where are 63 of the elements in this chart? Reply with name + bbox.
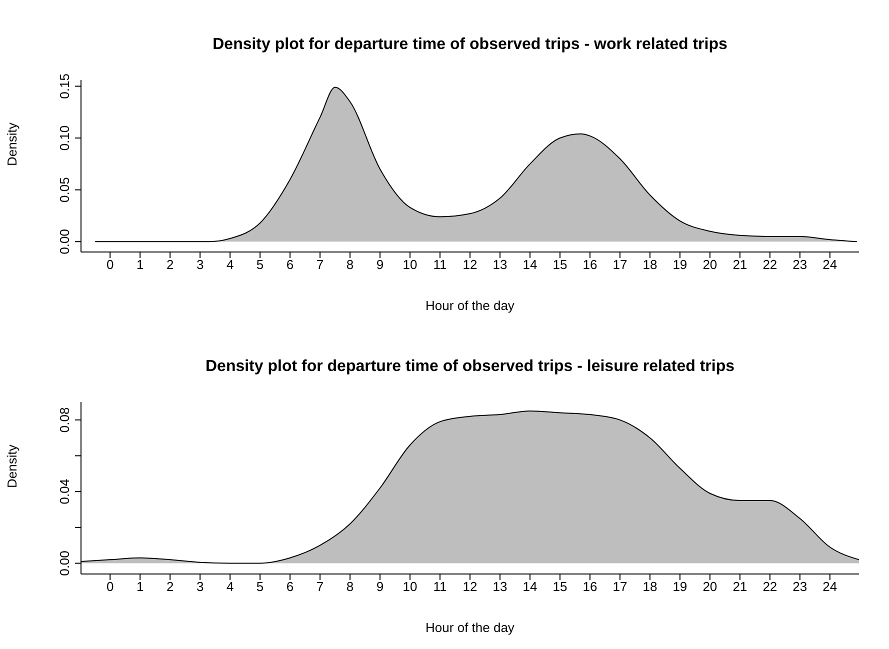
x-tick-label: 16 (582, 579, 598, 594)
y-tick-label: 0.05 (57, 177, 72, 202)
y-tick-label: 0.04 (57, 478, 72, 504)
x-tick-label: 5 (256, 257, 264, 272)
y-axis-title: Density (4, 444, 20, 488)
x-tick-label: 21 (732, 579, 748, 594)
x-tick-label: 24 (822, 579, 838, 594)
x-tick-label: 20 (702, 257, 718, 272)
x-tick-label: 3 (196, 579, 204, 594)
x-tick-label: 3 (196, 257, 204, 272)
x-tick-label: 0 (106, 257, 114, 272)
x-tick-label: 1 (136, 579, 144, 594)
x-tick-label: 14 (522, 257, 538, 272)
x-tick-label: 12 (462, 257, 478, 272)
x-tick-label: 15 (552, 257, 568, 272)
y-axis-title: Density (4, 122, 20, 166)
x-tick-label: 9 (376, 579, 384, 594)
x-tick-label: 17 (612, 257, 628, 272)
y-tick-label: 0.10 (57, 125, 72, 151)
x-tick-label: 15 (552, 579, 568, 594)
x-tick-label: 6 (286, 257, 294, 272)
x-axis-title: Hour of the day (426, 298, 515, 313)
x-tick-label: 5 (256, 579, 264, 594)
x-tick-label: 9 (376, 257, 384, 272)
x-tick-label: 14 (522, 579, 538, 594)
x-tick-label: 6 (286, 579, 294, 594)
x-tick-label: 2 (166, 257, 174, 272)
x-tick-label: 7 (316, 257, 324, 272)
x-tick-label: 8 (346, 579, 354, 594)
x-tick-label: 13 (492, 257, 508, 272)
x-tick-label: 10 (402, 257, 418, 272)
x-tick-label: 4 (226, 579, 234, 594)
y-tick-label: 0.15 (57, 74, 72, 99)
x-tick-label: 22 (762, 257, 778, 272)
x-tick-label: 1 (136, 257, 144, 272)
x-tick-label: 13 (492, 579, 508, 594)
x-tick-label: 12 (462, 579, 478, 594)
x-tick-label: 18 (642, 579, 658, 594)
x-tick-label: 10 (402, 579, 418, 594)
y-tick-label: 0.00 (57, 550, 72, 576)
x-tick-label: 11 (433, 579, 447, 594)
x-tick-label: 22 (762, 579, 778, 594)
x-tick-label: 18 (642, 257, 658, 272)
y-tick-label: 0.00 (57, 228, 72, 254)
x-tick-label: 19 (672, 579, 688, 594)
y-tick-label: 0.08 (57, 407, 72, 433)
x-tick-label: 16 (582, 257, 598, 272)
x-tick-label: 2 (166, 579, 174, 594)
x-tick-label: 7 (316, 579, 324, 594)
x-tick-label: 17 (612, 579, 628, 594)
x-tick-label: 24 (822, 257, 838, 272)
x-tick-label: 19 (672, 257, 688, 272)
x-tick-label: 4 (226, 257, 234, 272)
x-axis-title: Hour of the day (426, 620, 515, 635)
chart-title: Density plot for departure time of observed trips - work related trips (212, 36, 728, 54)
x-tick-label: 23 (792, 257, 808, 272)
x-tick-label: 21 (732, 257, 748, 272)
x-tick-label: 8 (346, 257, 354, 272)
x-tick-label: 11 (433, 257, 447, 272)
x-tick-label: 23 (792, 579, 808, 594)
x-tick-label: 0 (106, 579, 114, 594)
x-tick-label: 20 (702, 579, 718, 594)
chart-title: Density plot for departure time of observed trips - leisure related trips (204, 358, 736, 376)
